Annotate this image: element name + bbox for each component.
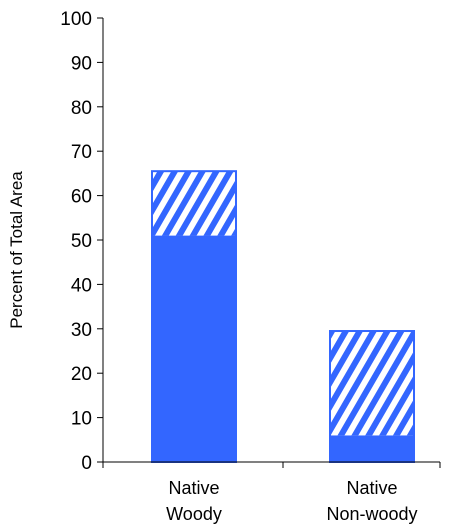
- labels-layer: 0 10 20 30 40 50 60 70 80 90 100 Native Woody Native N…: [7, 9, 418, 524]
- y-tick-label: 60: [71, 187, 92, 208]
- bar-segment-1-2: [152, 171, 236, 236]
- y-tick-label: 80: [71, 98, 92, 119]
- bar-segment-2-2: [330, 331, 414, 436]
- axes: [97, 17, 441, 468]
- y-axis-title: Percent of Total Area: [7, 171, 26, 329]
- x-category-label: Non-woody: [326, 504, 417, 524]
- x-category-label: Native: [168, 478, 219, 498]
- y-tick-label: 70: [71, 142, 92, 163]
- y-tick-label: 50: [71, 231, 92, 252]
- x-category-label: Native: [346, 478, 397, 498]
- y-tick-label: 0: [81, 453, 92, 474]
- bars-layer: [151, 170, 415, 463]
- y-tick-label: 90: [71, 53, 92, 74]
- y-tick-label: 30: [71, 320, 92, 341]
- y-tick-label: 40: [71, 275, 92, 296]
- x-category-label: Woody: [166, 504, 222, 524]
- y-tick-label: 100: [60, 9, 92, 30]
- y-tick-label: 20: [71, 364, 92, 385]
- y-tick-label: 10: [71, 409, 92, 430]
- bar-segment-2-1: [330, 435, 414, 462]
- bar-segment-1-1: [152, 235, 236, 462]
